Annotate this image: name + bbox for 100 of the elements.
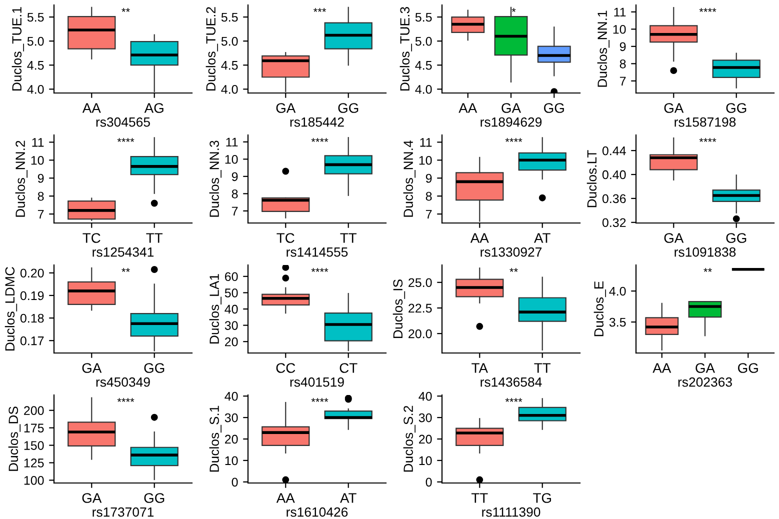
x-axis-title: rs1414555 — [286, 248, 348, 257]
annotation: **** — [117, 138, 134, 142]
x-axis-title: rs1587198 — [674, 117, 736, 127]
y-tick-label: 30 — [224, 321, 238, 330]
y-tick-label: 8 — [620, 59, 626, 68]
y-tick-label: 25.0 — [408, 278, 432, 288]
x-axis-title: rs1091838 — [674, 247, 736, 257]
y-tick-label: 11 — [32, 138, 44, 147]
y-tick-label: 125 — [24, 458, 44, 468]
y-axis-title: Duclos_LA1 — [209, 274, 222, 344]
y-tick-label: 7 — [426, 210, 432, 219]
y-tick-label: 0.19 — [20, 291, 44, 300]
x-tick-label: GG — [144, 363, 164, 373]
y-tick-label: 11 — [420, 138, 432, 147]
x-tick-label: AA — [470, 233, 489, 243]
x-tick-label: GG — [144, 493, 164, 503]
x-axis-title: rs450349 — [96, 377, 150, 387]
y-tick-label: 3.5 — [609, 318, 626, 327]
x-tick-label: GA — [502, 103, 522, 113]
y-tick-label: 40 — [224, 304, 238, 314]
y-tick-label: 0 — [426, 478, 432, 487]
x-axis-title: rs1894629 — [480, 117, 542, 127]
y-tick-label: 4.0 — [221, 84, 238, 94]
x-tick-label: CC — [276, 363, 296, 373]
y-axis-title: Duclos_TUE.1 — [12, 7, 24, 90]
x-tick-label: CT — [340, 363, 358, 373]
y-tick-label: 20 — [419, 434, 432, 444]
y-tick-label: 30 — [224, 413, 238, 422]
y-tick-label: 40 — [418, 392, 432, 401]
x-tick-label: AA — [652, 363, 672, 373]
y-tick-label: 0.44 — [602, 146, 626, 156]
y-tick-label: 4.0 — [609, 286, 626, 296]
y-tick-label: 20 — [225, 337, 238, 346]
annotation: **** — [311, 138, 328, 142]
y-tick-label: 200 — [24, 406, 44, 416]
y-tick-label: 7 — [232, 206, 238, 216]
x-axis-title: rs1254341 — [92, 247, 154, 257]
y-tick-label: 4.5 — [27, 61, 44, 70]
annotation: ** — [122, 268, 130, 272]
x-tick-label: GG — [338, 103, 358, 113]
x-tick-label: GG — [726, 103, 746, 113]
y-tick-label: 4.0 — [415, 84, 432, 94]
y-axis-title: Duclos_TUE.3 — [400, 7, 412, 90]
y-tick-label: 7 — [38, 210, 44, 219]
annotation: ** — [122, 8, 130, 12]
y-tick-label: 5.5 — [27, 12, 44, 22]
y-axis-title: Duclos.LT — [586, 150, 597, 208]
y-tick-label: 175 — [24, 424, 44, 432]
x-tick-label: TT — [146, 233, 163, 243]
y-tick-label: 5.5 — [415, 12, 432, 22]
annotation: **** — [311, 398, 328, 402]
y-tick-label: 10 — [419, 156, 432, 165]
x-tick-label: AT — [340, 493, 356, 503]
x-tick-label: GG — [544, 103, 564, 113]
x-tick-label: TG — [533, 493, 551, 503]
y-tick-label: 4.0 — [27, 84, 44, 94]
y-tick-label: 20 — [225, 434, 238, 444]
x-tick-label: GA — [82, 363, 102, 373]
x-tick-label: AG — [144, 103, 164, 113]
y-axis-title: Duclos_S.2 — [403, 406, 416, 472]
annotation: **** — [505, 398, 522, 402]
x-tick-label: TT — [471, 493, 488, 503]
x-axis-title: rs1436584 — [480, 377, 542, 387]
y-tick-label: 10 — [225, 456, 238, 466]
y-tick-label: 0.32 — [602, 218, 626, 228]
annotation: ** — [510, 268, 518, 272]
x-tick-label: GG — [726, 233, 746, 243]
y-axis-title: Duclos_NN.4 — [403, 140, 416, 217]
y-tick-label: 4.5 — [415, 61, 432, 70]
x-tick-label: AT — [534, 233, 550, 243]
y-axis-title: Duclos_DS — [8, 406, 21, 471]
x-axis-title: rs202363 — [678, 377, 732, 387]
y-tick-label: 7 — [620, 76, 626, 86]
annotation: **** — [311, 268, 328, 272]
y-tick-label: 20.0 — [408, 329, 432, 338]
y-tick-label: 0.20 — [20, 268, 44, 278]
annotation: **** — [699, 8, 716, 12]
annotation: * — [512, 8, 516, 12]
y-axis-title: Duclos_LDMC — [4, 266, 18, 350]
y-tick-label: 9 — [232, 172, 238, 182]
x-tick-label: GA — [664, 103, 684, 113]
y-axis-title: Duclos_TUE.2 — [206, 7, 218, 90]
x-tick-label: TA — [472, 363, 488, 373]
y-tick-label: 0.40 — [602, 170, 626, 180]
y-tick-label: 150 — [24, 441, 44, 450]
x-tick-label: AA — [276, 493, 295, 503]
y-tick-label: 22.5 — [408, 304, 432, 313]
x-axis-title: rs1111390 — [482, 507, 540, 517]
y-axis-title: Duclos_IS — [392, 280, 406, 338]
y-tick-label: 0.18 — [20, 314, 44, 323]
y-tick-label: 40 — [224, 392, 238, 401]
y-tick-label: 10 — [419, 456, 432, 466]
y-tick-label: 5.0 — [27, 36, 44, 46]
y-tick-label: 9 — [38, 174, 44, 183]
annotation: *** — [313, 8, 326, 12]
y-axis-title: Duclos_S.1 — [209, 406, 222, 472]
y-tick-label: 10 — [225, 154, 238, 164]
y-tick-label: 9 — [426, 174, 432, 183]
y-tick-label: 4.5 — [221, 61, 238, 70]
x-tick-label: TT — [340, 233, 357, 243]
